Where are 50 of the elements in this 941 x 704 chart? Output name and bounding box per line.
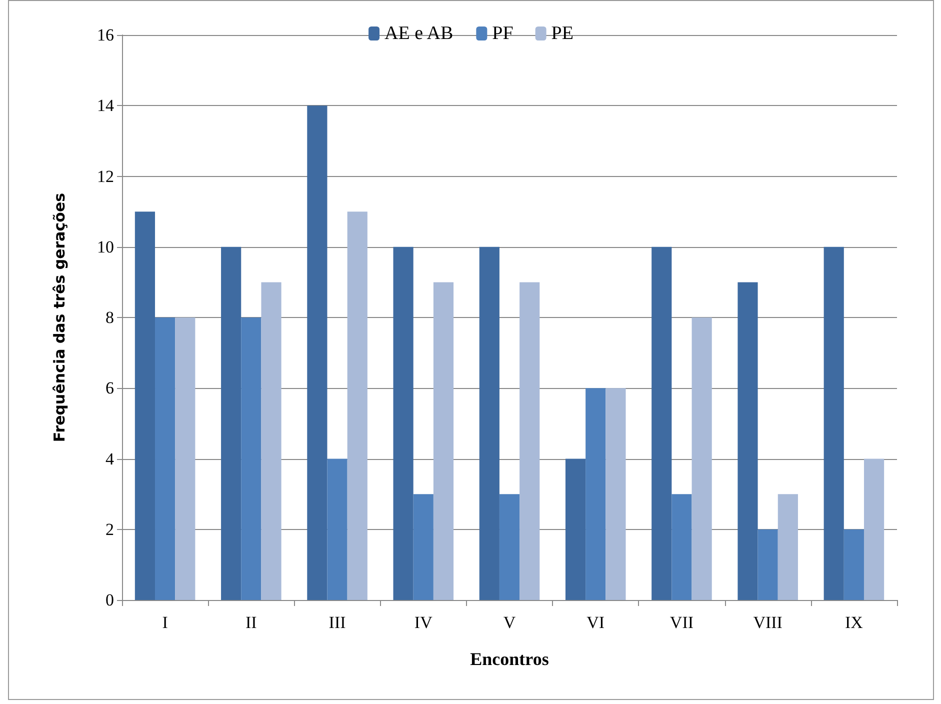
y-tick-label: 14 xyxy=(97,96,114,116)
legend-label: PE xyxy=(551,23,574,44)
x-tick-label: I xyxy=(162,613,168,632)
bar xyxy=(413,494,434,600)
x-tick-label: VIII xyxy=(753,613,783,632)
x-tick-label: VII xyxy=(670,613,694,632)
bar xyxy=(327,458,348,600)
bar xyxy=(433,282,454,600)
bar xyxy=(738,282,758,600)
y-tick-label: 16 xyxy=(97,26,114,44)
bar xyxy=(479,246,500,600)
legend-label: AE e AB xyxy=(384,23,454,44)
x-tick-label: V xyxy=(503,613,516,632)
x-tick-label: II xyxy=(246,613,258,632)
bar xyxy=(606,388,626,600)
bar xyxy=(844,529,864,600)
y-tick-label: 10 xyxy=(97,237,114,256)
bar xyxy=(758,529,778,600)
y-axis-title: Frequência das três gerações xyxy=(50,192,68,442)
y-tick-label: 2 xyxy=(106,520,114,539)
bar xyxy=(155,318,176,600)
bar xyxy=(347,212,368,600)
bar xyxy=(692,318,712,600)
bar xyxy=(134,212,156,600)
bar xyxy=(175,318,196,600)
bar xyxy=(393,246,414,600)
bar xyxy=(261,282,282,600)
bar xyxy=(565,458,586,600)
legend-label: PF xyxy=(492,23,514,44)
bar xyxy=(672,494,692,600)
x-axis-title: Encontros xyxy=(470,649,549,669)
y-tick-label: 8 xyxy=(106,308,114,327)
bar xyxy=(307,106,328,600)
bar xyxy=(586,388,606,600)
y-tick-label: 6 xyxy=(106,378,114,398)
bar xyxy=(824,246,844,600)
bar xyxy=(778,494,798,600)
bar xyxy=(499,494,520,600)
y-tick-label: 4 xyxy=(106,449,114,468)
bar xyxy=(864,458,884,600)
x-tick-label: IV xyxy=(414,613,434,632)
y-tick-label: 0 xyxy=(106,590,114,610)
bar xyxy=(241,318,262,600)
bar xyxy=(520,282,540,600)
bar xyxy=(221,246,242,600)
y-tick-label: 12 xyxy=(97,166,114,186)
x-tick-label: III xyxy=(328,613,346,632)
bar xyxy=(652,246,672,600)
x-tick-label: IX xyxy=(844,613,863,632)
x-tick-label: VI xyxy=(586,613,605,632)
